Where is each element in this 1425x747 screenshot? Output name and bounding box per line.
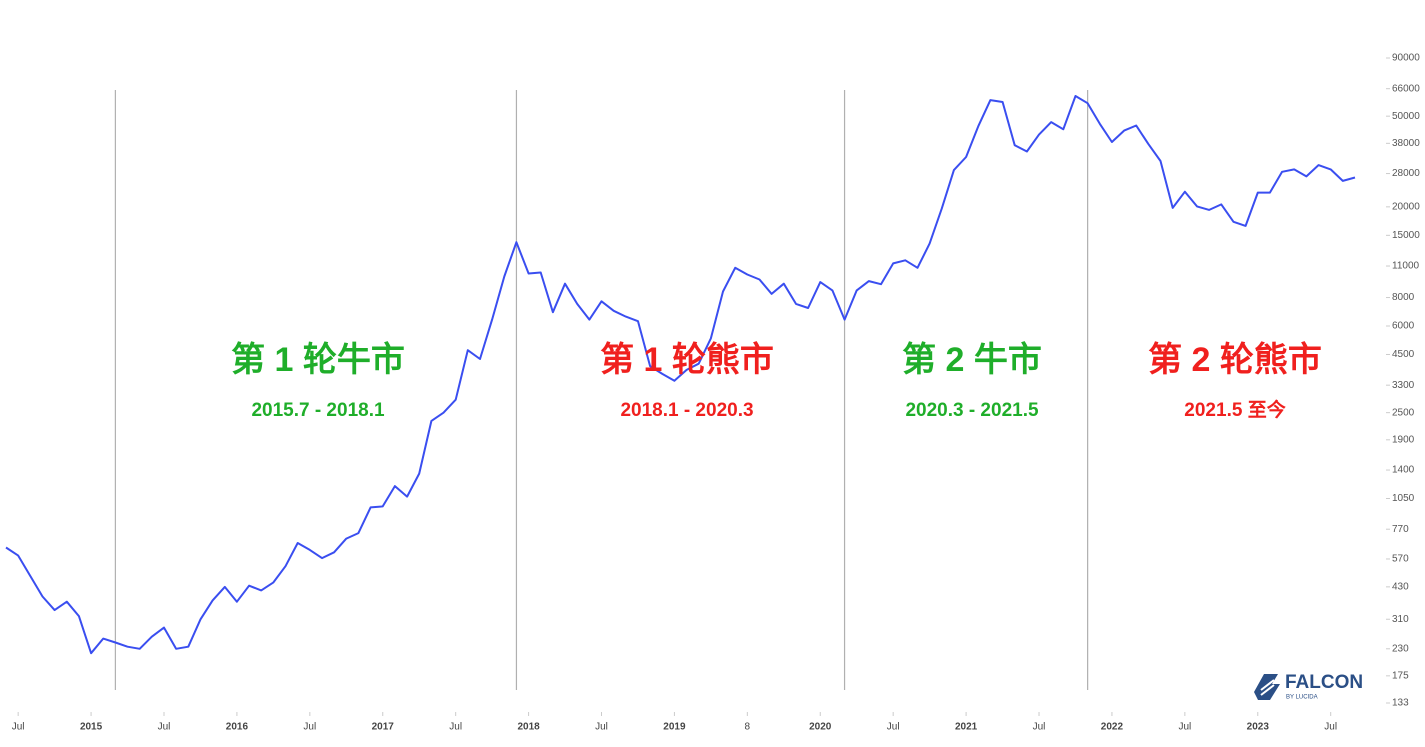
x-tick-label: Jul xyxy=(12,722,25,733)
x-tick-label: Jul xyxy=(887,722,900,733)
x-tick-label: 2023 xyxy=(1247,722,1270,733)
x-tick-label: Jul xyxy=(1178,722,1191,733)
y-tick-label: 570 xyxy=(1392,554,1409,565)
y-tick-label: 175 xyxy=(1392,670,1409,681)
annotation-subtitle: 2021.5 至今 xyxy=(1184,398,1285,421)
annotation-subtitle: 2015.7 - 2018.1 xyxy=(251,400,385,421)
y-tick-label: 3300 xyxy=(1392,380,1415,391)
x-tick-label: Jul xyxy=(158,722,171,733)
y-tick-label: 430 xyxy=(1392,582,1409,593)
y-tick-label: 28000 xyxy=(1392,168,1420,179)
y-tick-label: 1050 xyxy=(1392,493,1415,504)
y-tick-label: 50000 xyxy=(1392,111,1420,122)
y-tick-label: 133 xyxy=(1392,698,1409,709)
x-tick-label: 2022 xyxy=(1101,722,1124,733)
x-tick-label: Jul xyxy=(449,722,462,733)
logo: FALCON BY LUCIDA xyxy=(1254,672,1363,701)
x-tick-label: 2018 xyxy=(517,722,540,733)
x-tick-label: Jul xyxy=(595,722,608,733)
y-tick-label: 15000 xyxy=(1392,230,1420,241)
logo-icon-stripes xyxy=(1260,679,1275,696)
annotation-subtitle: 2018.1 - 2020.3 xyxy=(620,400,753,421)
x-tick-label: Jul xyxy=(1033,722,1046,733)
logo-icon xyxy=(1254,674,1280,700)
annotation-subtitle: 2020.3 - 2021.5 xyxy=(905,400,1039,421)
x-tick-label: 2016 xyxy=(226,722,249,733)
y-tick-label: 1400 xyxy=(1392,465,1415,476)
y-tick-label: 20000 xyxy=(1392,201,1420,212)
logo-sub: BY LUCIDA xyxy=(1286,695,1318,701)
x-tick-label: 2015 xyxy=(80,722,103,733)
y-tick-label: 11000 xyxy=(1392,261,1420,272)
annotation-title: 第 2 轮熊市 xyxy=(1148,340,1322,379)
x-tick-label: 2021 xyxy=(955,722,978,733)
x-tick-label: Jul xyxy=(303,722,316,733)
x-tick-label: 2017 xyxy=(372,722,395,733)
y-tick-label: 1900 xyxy=(1392,434,1415,445)
x-tick-label: Jul xyxy=(1324,722,1337,733)
y-tick-label: 2500 xyxy=(1392,407,1415,418)
x-tick-label: 8 xyxy=(745,722,751,733)
y-tick-label: 230 xyxy=(1392,643,1409,654)
y-tick-label: 66000 xyxy=(1392,83,1420,94)
annotation-title: 第 1 轮牛市 xyxy=(231,340,405,379)
annotation-title: 第 2 牛市 xyxy=(902,340,1042,379)
y-tick-label: 8000 xyxy=(1392,292,1415,303)
y-tick-label: 4500 xyxy=(1392,349,1415,360)
price-line xyxy=(5,95,1356,655)
logo-name: FALCON xyxy=(1285,672,1363,693)
y-tick-label: 6000 xyxy=(1392,321,1415,332)
y-tick-label: 90000 xyxy=(1392,53,1420,64)
y-tick-label: 770 xyxy=(1392,524,1409,535)
x-tick-label: 2020 xyxy=(809,722,832,733)
x-tick-label: 2019 xyxy=(663,722,686,733)
y-tick-label: 38000 xyxy=(1392,138,1420,149)
y-tick-label: 310 xyxy=(1392,614,1409,625)
annotation-title: 第 1 轮熊市 xyxy=(600,340,774,379)
